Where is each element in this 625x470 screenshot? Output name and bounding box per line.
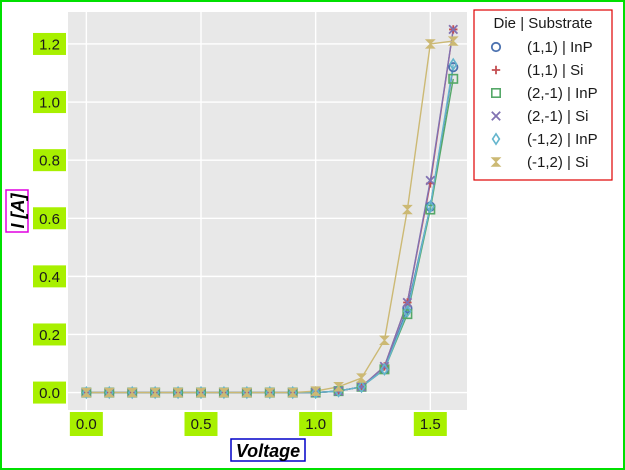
data-point-s5-11 xyxy=(333,382,344,392)
y-ticks: 0.0 0.2 0.4 0.6 0.8 1.0 1.2 xyxy=(33,32,66,404)
x-tick-box-3 xyxy=(413,412,447,436)
data-point-s5-3 xyxy=(149,387,161,398)
legend-label-5: (-1,2) | Si xyxy=(527,154,588,171)
data-point-s4-14 xyxy=(403,304,412,318)
y-tick-label-1: 0.2 xyxy=(39,327,60,344)
x-tick-box-1 xyxy=(184,412,218,436)
y-tick-box-5 xyxy=(33,91,66,114)
legend-box xyxy=(473,9,613,181)
data-point-s5-2 xyxy=(126,387,138,398)
data-point-s2-14 xyxy=(402,309,413,320)
data-point-s5-14 xyxy=(401,204,413,215)
data-point-s5-15 xyxy=(424,39,436,49)
data-point-s5-1 xyxy=(103,387,115,398)
data-point-s5-10 xyxy=(310,386,322,396)
y-axis-title-box xyxy=(5,189,29,233)
y-axis-title-group: I [A] xyxy=(5,189,29,233)
y-tick-label-3: 0.6 xyxy=(39,211,60,228)
y-axis-title: I [A] xyxy=(8,193,28,229)
legend-marker-2 xyxy=(490,88,501,99)
x-ticks: 0.0 0.5 1.0 1.5 xyxy=(69,412,447,436)
x-tick-box-2 xyxy=(299,412,333,436)
data-point-s4-16 xyxy=(448,57,458,71)
x-tick-label-2: 1.0 xyxy=(305,416,326,433)
data-point-s3-15 xyxy=(425,175,436,186)
data-point-s5-8 xyxy=(264,387,276,398)
y-tick-box-2 xyxy=(33,265,66,288)
x-axis-title: Voltage xyxy=(236,441,300,461)
legend-label-0: (1,1) | InP xyxy=(527,39,593,56)
data-point-s5-13 xyxy=(379,335,390,345)
data-point-s4-13 xyxy=(380,362,389,376)
x-tick-box-0 xyxy=(69,412,103,436)
data-point-s3-12 xyxy=(356,381,367,392)
data-point-s5-5 xyxy=(195,387,207,398)
data-point-s5-7 xyxy=(241,387,253,398)
data-point-s4-10 xyxy=(311,385,321,400)
legend: Die | Substrate (1,1) | InP (1,1) | Si (2,… xyxy=(473,9,613,181)
data-point-s2-15 xyxy=(425,204,436,215)
y-tick-box-3 xyxy=(33,207,66,230)
series-markers xyxy=(80,24,459,400)
legend-label-2: (2,-1) | InP xyxy=(527,85,598,102)
legend-title: Die | Substrate xyxy=(494,15,593,32)
y-tick-label-4: 0.8 xyxy=(39,153,60,170)
plot-area xyxy=(68,12,467,410)
legend-marker-1 xyxy=(491,65,501,75)
legend-items: (1,1) | InP (1,1) | Si (2,-1) | InP (2,-1) … xyxy=(490,39,598,171)
data-point-s5-9 xyxy=(287,387,299,398)
data-point-s4-12 xyxy=(357,380,366,394)
y-tick-label-6: 1.2 xyxy=(39,36,60,53)
y-tick-box-0 xyxy=(33,381,66,404)
data-point-s5-16 xyxy=(447,36,459,46)
data-point-s0-16 xyxy=(448,62,459,73)
data-point-s5-0 xyxy=(80,387,92,398)
legend-label-1: (1,1) | Si xyxy=(527,62,583,79)
y-tick-label-0: 0.0 xyxy=(39,385,60,402)
data-point-s2-16 xyxy=(448,73,459,84)
data-point-s3-14 xyxy=(402,297,413,308)
y-tick-box-1 xyxy=(33,323,66,346)
data-point-s4-15 xyxy=(425,199,435,214)
x-axis-title-box xyxy=(230,438,306,462)
data-point-s5-4 xyxy=(172,387,184,398)
data-point-s5-6 xyxy=(218,387,230,398)
x-tick-label-0: 0.0 xyxy=(76,416,97,433)
legend-marker-3 xyxy=(491,111,501,121)
y-tick-box-6 xyxy=(33,32,66,55)
legend-label-4: (-1,2) | InP xyxy=(527,131,598,148)
grid xyxy=(68,12,467,410)
legend-marker-4 xyxy=(491,132,501,146)
y-tick-label-5: 1.0 xyxy=(39,95,60,112)
legend-marker-0 xyxy=(490,41,502,53)
legend-label-3: (2,-1) | Si xyxy=(527,108,588,125)
data-point-s3-16 xyxy=(448,24,459,35)
x-tick-label-1: 0.5 xyxy=(191,416,212,433)
x-tick-label-3: 1.5 xyxy=(420,416,441,433)
y-tick-box-4 xyxy=(33,149,66,172)
legend-marker-5 xyxy=(490,157,502,167)
data-point-s5-12 xyxy=(356,373,367,383)
y-tick-label-2: 0.4 xyxy=(39,269,60,286)
